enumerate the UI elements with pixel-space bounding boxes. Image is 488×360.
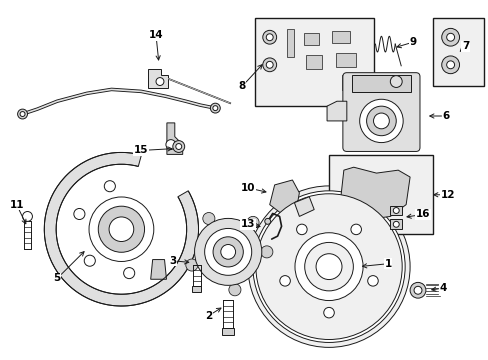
Circle shape bbox=[185, 259, 198, 271]
Polygon shape bbox=[166, 123, 183, 154]
Text: 9: 9 bbox=[396, 37, 416, 48]
Text: 3: 3 bbox=[169, 256, 188, 266]
Circle shape bbox=[296, 224, 306, 235]
Circle shape bbox=[265, 61, 273, 68]
Polygon shape bbox=[269, 180, 299, 215]
Circle shape bbox=[446, 61, 454, 69]
Circle shape bbox=[213, 237, 243, 267]
Circle shape bbox=[304, 242, 353, 291]
Bar bbox=[389, 206, 401, 215]
Circle shape bbox=[165, 140, 175, 149]
Bar bbox=[331, 31, 349, 43]
Circle shape bbox=[260, 246, 272, 258]
Circle shape bbox=[20, 112, 25, 117]
Circle shape bbox=[366, 106, 395, 136]
Circle shape bbox=[210, 103, 220, 113]
Circle shape bbox=[89, 197, 154, 261]
Circle shape bbox=[246, 216, 259, 228]
FancyBboxPatch shape bbox=[342, 73, 419, 152]
Circle shape bbox=[221, 244, 235, 259]
Circle shape bbox=[252, 191, 405, 342]
Bar bbox=[286, 30, 294, 57]
Circle shape bbox=[109, 217, 134, 242]
Bar bbox=[351, 75, 410, 93]
Text: 6: 6 bbox=[429, 111, 448, 121]
Circle shape bbox=[367, 276, 378, 286]
Circle shape bbox=[409, 282, 425, 298]
Polygon shape bbox=[305, 55, 322, 69]
Bar bbox=[191, 286, 201, 292]
Bar bbox=[254, 18, 373, 106]
Bar bbox=[335, 53, 355, 67]
Circle shape bbox=[350, 224, 361, 235]
Circle shape bbox=[194, 219, 261, 285]
Circle shape bbox=[204, 229, 251, 275]
Circle shape bbox=[228, 284, 241, 296]
Circle shape bbox=[315, 254, 341, 280]
Circle shape bbox=[264, 219, 270, 224]
Bar bbox=[389, 219, 401, 229]
Text: 4: 4 bbox=[431, 283, 446, 293]
Bar bbox=[328, 156, 432, 234]
Circle shape bbox=[265, 34, 273, 41]
Circle shape bbox=[84, 255, 95, 266]
Text: 16: 16 bbox=[406, 210, 429, 220]
Circle shape bbox=[323, 307, 334, 318]
Circle shape bbox=[392, 208, 398, 213]
Circle shape bbox=[373, 113, 388, 129]
Text: 13: 13 bbox=[240, 219, 260, 229]
Circle shape bbox=[359, 99, 402, 143]
Circle shape bbox=[212, 106, 217, 111]
Text: 7: 7 bbox=[459, 41, 468, 51]
Polygon shape bbox=[150, 260, 166, 279]
Circle shape bbox=[294, 233, 362, 301]
Circle shape bbox=[279, 276, 290, 286]
Circle shape bbox=[203, 212, 214, 225]
Circle shape bbox=[247, 186, 409, 347]
Text: 8: 8 bbox=[238, 65, 262, 91]
Circle shape bbox=[389, 76, 401, 87]
Polygon shape bbox=[304, 33, 319, 45]
Circle shape bbox=[413, 286, 421, 294]
Text: 11: 11 bbox=[9, 199, 26, 224]
Circle shape bbox=[172, 141, 184, 152]
Text: 1: 1 bbox=[362, 259, 391, 269]
Circle shape bbox=[156, 78, 163, 85]
Text: 5: 5 bbox=[53, 252, 84, 283]
Bar bbox=[222, 328, 234, 334]
Bar bbox=[432, 18, 483, 86]
Circle shape bbox=[441, 28, 459, 46]
Circle shape bbox=[104, 181, 115, 192]
Circle shape bbox=[446, 33, 454, 41]
Circle shape bbox=[255, 194, 401, 339]
Circle shape bbox=[74, 208, 85, 220]
Circle shape bbox=[175, 144, 182, 149]
Text: 12: 12 bbox=[433, 190, 454, 200]
Text: 14: 14 bbox=[148, 30, 163, 60]
Circle shape bbox=[441, 56, 459, 74]
Circle shape bbox=[22, 212, 32, 221]
Circle shape bbox=[262, 30, 276, 44]
Polygon shape bbox=[148, 69, 167, 89]
Circle shape bbox=[18, 109, 27, 119]
Bar bbox=[341, 75, 363, 90]
Text: 10: 10 bbox=[240, 183, 265, 193]
Text: 15: 15 bbox=[134, 145, 172, 156]
Text: 2: 2 bbox=[204, 308, 221, 321]
Polygon shape bbox=[326, 101, 346, 121]
Polygon shape bbox=[44, 152, 198, 306]
Circle shape bbox=[392, 221, 398, 227]
Circle shape bbox=[123, 267, 135, 279]
Polygon shape bbox=[294, 197, 314, 216]
Circle shape bbox=[98, 206, 144, 252]
Circle shape bbox=[262, 58, 276, 72]
Polygon shape bbox=[340, 167, 409, 219]
